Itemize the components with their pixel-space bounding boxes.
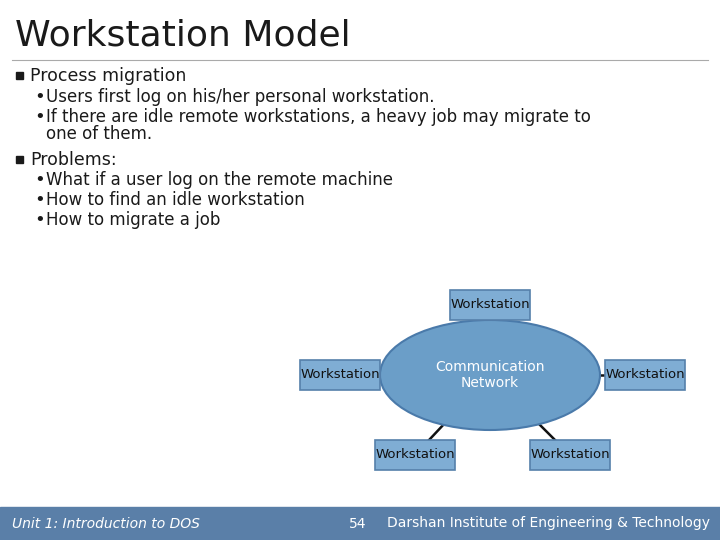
Text: Workstation: Workstation [450, 299, 530, 312]
FancyBboxPatch shape [450, 290, 530, 320]
Text: Workstation: Workstation [300, 368, 380, 381]
Text: Workstation: Workstation [375, 449, 455, 462]
Text: one of them.: one of them. [46, 125, 152, 143]
Text: If there are idle remote workstations, a heavy job may migrate to: If there are idle remote workstations, a… [46, 108, 591, 126]
Text: Unit 1: Introduction to DOS: Unit 1: Introduction to DOS [12, 516, 200, 530]
Text: •: • [34, 171, 45, 189]
Bar [0, 507, 720, 540]
Bar [16, 156, 23, 163]
Text: Darshan Institute of Engineering & Technology: Darshan Institute of Engineering & Techn… [387, 516, 710, 530]
Text: Process migration: Process migration [30, 67, 186, 85]
Text: •: • [34, 108, 45, 126]
Text: •: • [34, 211, 45, 229]
Text: •: • [34, 191, 45, 209]
Text: Workstation Model: Workstation Model [15, 18, 351, 52]
Text: Workstation: Workstation [530, 449, 610, 462]
Ellipse shape [380, 320, 600, 430]
Bar [16, 72, 23, 79]
Text: Users first log on his/her personal workstation.: Users first log on his/her personal work… [46, 88, 434, 106]
FancyBboxPatch shape [375, 440, 455, 470]
Text: What if a user log on the remote machine: What if a user log on the remote machine [46, 171, 393, 189]
Text: •: • [34, 88, 45, 106]
FancyBboxPatch shape [605, 360, 685, 390]
Text: Workstation: Workstation [606, 368, 685, 381]
FancyBboxPatch shape [530, 440, 610, 470]
Text: 54: 54 [349, 516, 366, 530]
Text: Communication
Network: Communication Network [436, 360, 545, 390]
Text: How to migrate a job: How to migrate a job [46, 211, 220, 229]
Text: Problems:: Problems: [30, 151, 117, 169]
Text: How to find an idle workstation: How to find an idle workstation [46, 191, 305, 209]
FancyBboxPatch shape [300, 360, 380, 390]
